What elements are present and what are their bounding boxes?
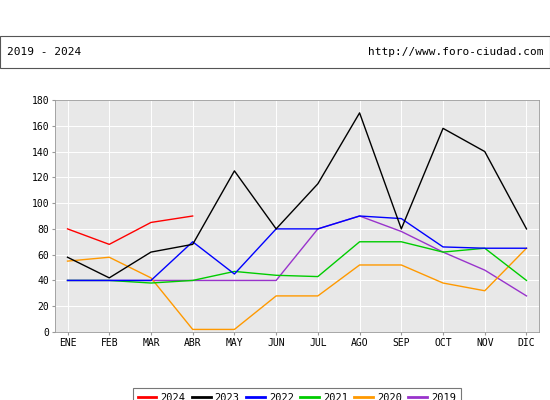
Text: 2019 - 2024: 2019 - 2024: [7, 47, 81, 57]
Legend: 2024, 2023, 2022, 2021, 2020, 2019: 2024, 2023, 2022, 2021, 2020, 2019: [134, 388, 460, 400]
Text: http://www.foro-ciudad.com: http://www.foro-ciudad.com: [368, 47, 543, 57]
Text: Evolucion Nº Turistas Extranjeros en el municipio de Ballobar: Evolucion Nº Turistas Extranjeros en el …: [31, 12, 519, 24]
